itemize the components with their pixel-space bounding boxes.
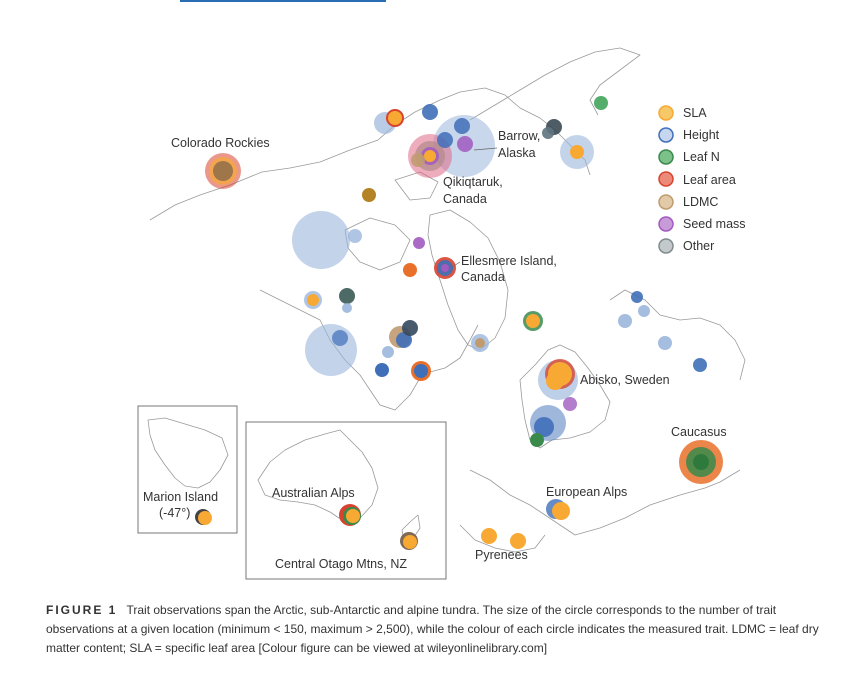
site-canada-height-large	[292, 211, 350, 269]
site-canada-height-small	[348, 229, 362, 243]
legend-label-sla: SLA	[683, 106, 707, 120]
iberia-coast	[459, 524, 546, 553]
site-ellesmere-sla	[403, 263, 417, 277]
russia-coast	[609, 289, 746, 381]
site-alps-sla	[552, 502, 570, 520]
site-otago-sla	[403, 535, 417, 549]
label-colorado: Colorado Rockies	[171, 136, 270, 150]
site-quebec-height-large	[305, 324, 357, 376]
site-caucasus-height	[693, 454, 709, 470]
label-marion-1: Marion Island	[143, 490, 218, 504]
site-labrador-height-s	[382, 346, 394, 358]
legend-label-seedmass: Seed mass	[683, 217, 746, 231]
site-arctic-sla-2	[388, 111, 402, 125]
label-australian-alps: Australian Alps	[272, 486, 355, 500]
legend-swatch-sla	[658, 105, 674, 121]
place-labels: Colorado Rockies Barrow, Alaska Qikiqtar…	[143, 129, 727, 571]
figure-caption: FIGURE 1 Trait observations span the Arc…	[46, 601, 836, 658]
legend-swatch-seedmass	[658, 216, 674, 232]
site-abisko-sla	[546, 372, 564, 390]
legend-swatch-height	[658, 127, 674, 143]
site-colorado-inner	[213, 161, 233, 181]
label-barrow-2: Alaska	[498, 146, 536, 160]
site-pyrenees-sla-1	[481, 528, 497, 544]
site-ausalps-sla	[346, 509, 360, 523]
coastlines	[137, 47, 746, 580]
site-iceland-sla	[526, 314, 540, 328]
site-labrador-other	[402, 320, 418, 336]
legend: SLA Height Leaf N Leaf area LDMC Seed ma…	[658, 105, 746, 254]
europe-coast	[469, 469, 741, 536]
marion-inset-frame	[137, 405, 238, 534]
site-yukon-ldmc	[362, 188, 376, 202]
legend-swatch-leafarea	[658, 171, 674, 187]
caption-text: Trait observations span the Arctic, sub-…	[46, 603, 819, 655]
label-marion-2: (-47°)	[159, 506, 190, 520]
site-quebec-height-mid	[332, 330, 348, 346]
site-russia-height-1	[618, 314, 632, 328]
site-norway-height-mid	[534, 417, 554, 437]
site-marion-sla	[198, 511, 212, 525]
site-siberia-sla	[570, 145, 584, 159]
legend-swatch-other	[658, 238, 674, 254]
legend-label-ldmc: LDMC	[683, 195, 718, 209]
site-ellesmere-seed-1	[413, 237, 425, 249]
label-qikiq-2: Canada	[443, 192, 487, 206]
arctic-islands	[344, 171, 439, 271]
site-russia-height-4	[658, 336, 672, 350]
label-qikiq-1: Qikiqtaruk,	[443, 175, 503, 189]
site-newfoundland-height	[375, 363, 389, 377]
legend-label-height: Height	[683, 128, 720, 142]
legend-label-other: Other	[683, 239, 714, 253]
siberia-coast	[469, 47, 641, 121]
legend-swatch-ldmc	[658, 194, 674, 210]
leader-lines	[451, 147, 498, 268]
site-leafn-far	[594, 96, 608, 110]
site-hudson-other	[339, 288, 355, 304]
site-ellesmere-seed-2	[441, 264, 449, 272]
label-barrow-1: Barrow,	[498, 129, 540, 143]
site-qikiq-height-2	[454, 118, 470, 134]
site-pyrenees-sla-2	[510, 533, 526, 549]
site-russia-height-5	[693, 358, 707, 372]
legend-swatch-leafn	[658, 149, 674, 165]
site-arctic-height-2	[422, 104, 438, 120]
figure-label: FIGURE 1	[46, 603, 118, 617]
site-greenland-s-height	[414, 364, 428, 378]
site-hudson-height-s	[342, 303, 352, 313]
label-european-alps: European Alps	[546, 485, 627, 499]
label-abisko: Abisko, Sweden	[580, 373, 670, 387]
label-ellesmere-2: Canada	[461, 270, 505, 284]
africa-coast	[147, 417, 229, 489]
site-greenland-e-ldmc	[475, 338, 485, 348]
label-ellesmere-1: Ellesmere Island,	[461, 254, 557, 268]
label-otago: Central Otago Mtns, NZ	[275, 557, 407, 571]
label-caucasus: Caucasus	[671, 425, 727, 439]
australia-inset-frame	[245, 421, 447, 580]
trait-circles	[195, 96, 723, 550]
site-qikiq-ldmc-2	[411, 153, 425, 167]
site-norway-leafn	[530, 433, 544, 447]
header-link-underline[interactable]	[180, 0, 386, 2]
site-russia-height-3	[638, 305, 650, 317]
legend-label-leafarea: Leaf area	[683, 173, 736, 187]
leader-barrow	[473, 147, 498, 151]
site-sweden-seed	[563, 397, 577, 411]
site-qikiq-sla	[424, 150, 436, 162]
arctic-trait-map: Colorado Rockies Barrow, Alaska Qikiqtar…	[137, 0, 746, 580]
label-pyrenees: Pyrenees	[475, 548, 528, 562]
site-qikiq-seed-2	[457, 136, 473, 152]
site-qikiq-height-1	[437, 132, 453, 148]
leader-ellesmere	[451, 261, 461, 268]
site-russia-height-2	[631, 291, 643, 303]
legend-label-leafn: Leaf N	[683, 150, 720, 164]
scandinavia-coast	[519, 344, 611, 449]
site-hudson-sla-inner	[307, 294, 319, 306]
australia-coast	[257, 429, 379, 523]
site-siberia-other-2	[542, 127, 554, 139]
site-labrador-height	[396, 332, 412, 348]
hudson-bay-coast	[259, 289, 479, 411]
